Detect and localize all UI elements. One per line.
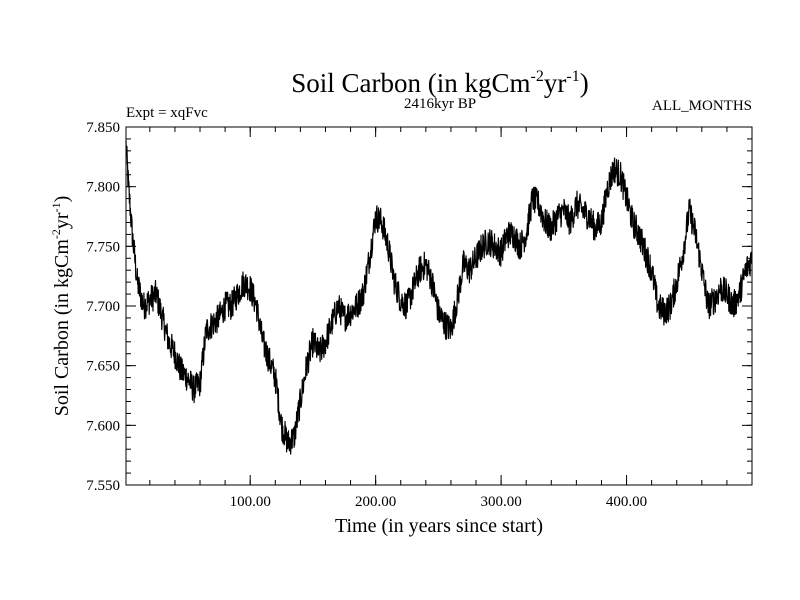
y-tick-label: 7.850 xyxy=(86,120,120,136)
y-axis-label-end: ) xyxy=(51,196,73,203)
x-tick-label: 200.00 xyxy=(355,494,396,510)
x-tick-label: 300.00 xyxy=(480,494,521,510)
months-label: ALL_MONTHS xyxy=(652,98,752,114)
x-tick-label: 400.00 xyxy=(606,494,647,510)
soil-carbon-line xyxy=(125,140,753,455)
chart-subtitle: 2416kyr BP xyxy=(404,96,476,112)
experiment-label: Expt = xqFvc xyxy=(126,105,208,121)
chart-title-exponent-1: -2 xyxy=(531,68,544,85)
y-tick-label: 7.600 xyxy=(86,418,120,434)
y-axis-label-main: Soil Carbon (in kgCm xyxy=(51,239,73,417)
y-tick-label: 7.800 xyxy=(86,180,120,196)
chart-title: Soil Carbon (in kgCm-2yr-1) xyxy=(291,68,588,98)
y-tick-label: 7.550 xyxy=(86,478,120,494)
chart-title-mid: yr xyxy=(544,68,567,98)
plot-layer xyxy=(125,140,753,455)
y-axis-label: Soil Carbon (in kgCm-2yr-1) xyxy=(49,196,73,417)
y-tick-label: 7.700 xyxy=(86,299,120,315)
chart-title-exponent-2: -1 xyxy=(566,68,579,85)
x-axis-label: Time (in years since start) xyxy=(335,515,543,537)
y-axis-label-exponent-1: -2 xyxy=(49,229,63,239)
chart-title-main: Soil Carbon (in kgCm xyxy=(291,68,530,98)
chart-title-end: ) xyxy=(580,68,589,98)
y-axis: 7.550 7.600 7.650 7.700 7.750 7.800 7.850 xyxy=(86,120,752,494)
y-tick-label: 7.750 xyxy=(86,239,120,255)
x-tick-label: 100.00 xyxy=(230,494,271,510)
y-axis-label-exponent-2: -1 xyxy=(49,202,63,212)
y-tick-label: 7.650 xyxy=(86,359,120,375)
y-axis-label-mid: yr xyxy=(51,212,73,229)
x-axis: 100.00 200.00 300.00 400.00 xyxy=(149,127,728,510)
